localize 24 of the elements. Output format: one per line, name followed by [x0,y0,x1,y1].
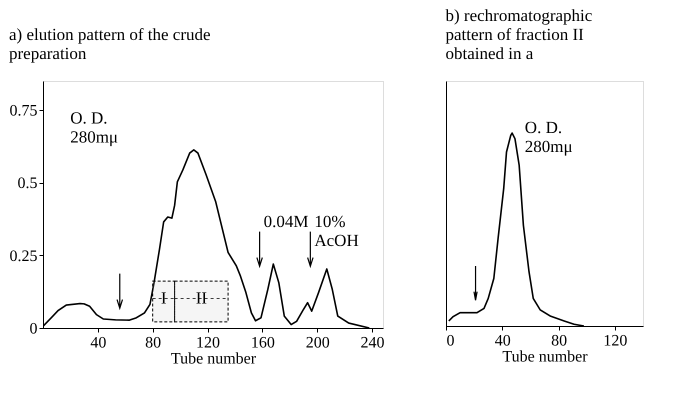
ref-line-label: 0.04M [264,212,308,231]
x-tick-label: 200 [306,334,330,352]
x-axis-title: Tube number [502,348,588,366]
x-tick-label: 80 [551,332,568,350]
x-tick-label: 40 [90,334,106,352]
chart-title: a) elution pattern of the crude preparation [9,25,211,63]
y-tick-label: 0.75 [10,102,38,120]
x-tick-label: 120 [603,332,628,350]
x-tick-label: 240 [360,334,385,352]
y-tick-label: 0.5 [18,175,38,192]
x-tick-label: 0 [446,332,454,350]
x-tick-label: 40 [494,332,511,350]
chart-title: b) rechromatographic pattern of fraction II obtained in a [446,6,593,63]
x-tick-label: 80 [145,334,162,352]
y-axis-title: O. D. 280mμ [70,108,118,147]
y-tick-label: 0 [30,320,38,338]
ref-line-label: 10% AcOH [314,212,359,250]
y-axis-title: O. D. 280mμ [524,118,573,156]
x-axis-title: Tube number [170,350,257,368]
x-tick-label: 160 [250,334,275,352]
y-tick-label: 0.25 [10,248,38,265]
band-label: II [196,288,208,308]
band-label: I [160,288,167,308]
x-tick-label: 120 [196,334,220,352]
